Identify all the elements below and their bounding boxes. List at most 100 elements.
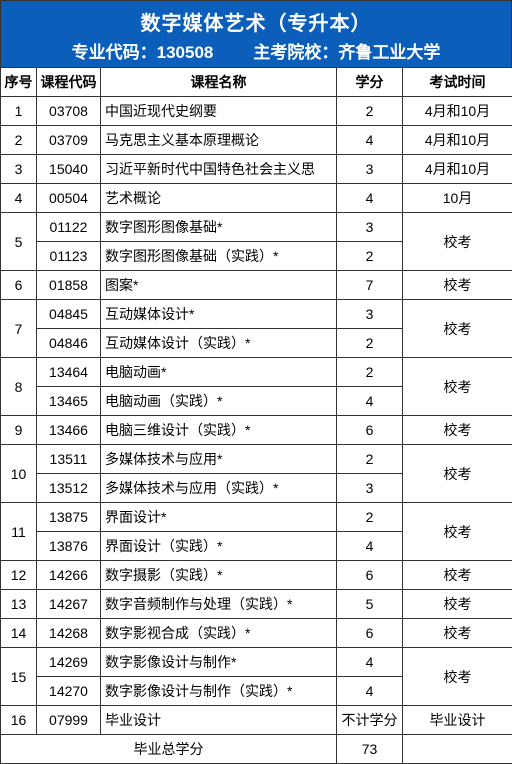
host-school: 主考院校：齐鲁工业大学 bbox=[253, 38, 440, 63]
cell-time: 校考 bbox=[403, 213, 512, 271]
major-code: 专业代码：130508 bbox=[72, 38, 214, 63]
col-time: 考试时间 bbox=[403, 68, 512, 97]
table-row: 1607999毕业设计不计学分毕业设计 bbox=[1, 706, 512, 735]
cell-name: 数字摄影（实践）* bbox=[101, 561, 337, 590]
cell-credit: 不计学分 bbox=[337, 706, 403, 735]
cell-seq: 4 bbox=[1, 184, 37, 213]
course-table: 序号 课程代码 课程名称 学分 考试时间 103708中国近现代史纲要24月和1… bbox=[0, 67, 512, 764]
cell-name: 图案* bbox=[101, 271, 337, 300]
col-credit: 学分 bbox=[337, 68, 403, 97]
cell-name: 数字图形图像基础（实践）* bbox=[101, 242, 337, 271]
cell-time: 4月和10月 bbox=[403, 155, 512, 184]
cell-time: 10月 bbox=[403, 184, 512, 213]
cell-code: 13875 bbox=[37, 503, 101, 532]
cell-name: 互动媒体设计* bbox=[101, 300, 337, 329]
col-seq: 序号 bbox=[1, 68, 37, 97]
cell-time: 校考 bbox=[403, 445, 512, 503]
cell-code: 03708 bbox=[37, 97, 101, 126]
cell-seq: 2 bbox=[1, 126, 37, 155]
cell-seq: 14 bbox=[1, 619, 37, 648]
cell-code: 01122 bbox=[37, 213, 101, 242]
cell-time: 校考 bbox=[403, 619, 512, 648]
cell-credit: 4 bbox=[337, 184, 403, 213]
cell-name: 数字影视合成（实践）* bbox=[101, 619, 337, 648]
table-row: 103708中国近现代史纲要24月和10月 bbox=[1, 97, 512, 126]
cell-name: 毕业设计 bbox=[101, 706, 337, 735]
table-row: 315040习近平新时代中国特色社会主义思34月和10月 bbox=[1, 155, 512, 184]
cell-name: 互动媒体设计（实践）* bbox=[101, 329, 337, 358]
cell-time: 校考 bbox=[403, 503, 512, 561]
cell-credit: 6 bbox=[337, 561, 403, 590]
cell-credit: 7 bbox=[337, 271, 403, 300]
table-row: 400504艺术概论410月 bbox=[1, 184, 512, 213]
cell-credit: 2 bbox=[337, 503, 403, 532]
cell-code: 14269 bbox=[37, 648, 101, 677]
table-row: 704845互动媒体设计*3校考 bbox=[1, 300, 512, 329]
cell-code: 01123 bbox=[37, 242, 101, 271]
cell-time: 4月和10月 bbox=[403, 97, 512, 126]
cell-credit: 4 bbox=[337, 387, 403, 416]
table-body: 103708中国近现代史纲要24月和10月203709马克思主义基本原理概论44… bbox=[1, 97, 512, 735]
table-header: 数字媒体艺术（专升本） 专业代码：130508 主考院校：齐鲁工业大学 bbox=[0, 0, 512, 67]
table-row: 813464电脑动画*2校考 bbox=[1, 358, 512, 387]
cell-name: 多媒体技术与应用* bbox=[101, 445, 337, 474]
cell-time: 校考 bbox=[403, 358, 512, 416]
cell-name: 数字图形图像基础* bbox=[101, 213, 337, 242]
cell-credit: 3 bbox=[337, 213, 403, 242]
cell-code: 14270 bbox=[37, 677, 101, 706]
cell-name: 界面设计（实践）* bbox=[101, 532, 337, 561]
cell-seq: 16 bbox=[1, 706, 37, 735]
cell-code: 00504 bbox=[37, 184, 101, 213]
cell-time: 校考 bbox=[403, 300, 512, 358]
cell-code: 15040 bbox=[37, 155, 101, 184]
cell-code: 13876 bbox=[37, 532, 101, 561]
cell-time: 校考 bbox=[403, 590, 512, 619]
col-name: 课程名称 bbox=[101, 68, 337, 97]
cell-seq: 5 bbox=[1, 213, 37, 271]
cell-credit: 3 bbox=[337, 474, 403, 503]
cell-name: 习近平新时代中国特色社会主义思 bbox=[101, 155, 337, 184]
cell-credit: 4 bbox=[337, 126, 403, 155]
cell-code: 13511 bbox=[37, 445, 101, 474]
cell-code: 13465 bbox=[37, 387, 101, 416]
table-row: 1113875界面设计*2校考 bbox=[1, 503, 512, 532]
program-subheader: 专业代码：130508 主考院校：齐鲁工业大学 bbox=[1, 38, 511, 63]
table-row: 1314267数字音频制作与处理（实践）*5校考 bbox=[1, 590, 512, 619]
cell-seq: 3 bbox=[1, 155, 37, 184]
cell-code: 14266 bbox=[37, 561, 101, 590]
cell-credit: 4 bbox=[337, 677, 403, 706]
cell-code: 01858 bbox=[37, 271, 101, 300]
cell-time: 校考 bbox=[403, 561, 512, 590]
cell-seq: 7 bbox=[1, 300, 37, 358]
total-row: 毕业总学分 73 bbox=[1, 735, 512, 764]
cell-name: 电脑动画* bbox=[101, 358, 337, 387]
cell-credit: 4 bbox=[337, 648, 403, 677]
cell-seq: 1 bbox=[1, 97, 37, 126]
cell-seq: 8 bbox=[1, 358, 37, 416]
cell-credit: 5 bbox=[337, 590, 403, 619]
cell-credit: 6 bbox=[337, 416, 403, 445]
cell-credit: 3 bbox=[337, 300, 403, 329]
program-title: 数字媒体艺术（专升本） bbox=[1, 7, 511, 36]
table-row: 1214266数字摄影（实践）*6校考 bbox=[1, 561, 512, 590]
cell-credit: 4 bbox=[337, 532, 403, 561]
cell-time: 毕业设计 bbox=[403, 706, 512, 735]
table-row: 913466电脑三维设计（实践）*6校考 bbox=[1, 416, 512, 445]
cell-time: 4月和10月 bbox=[403, 126, 512, 155]
total-label: 毕业总学分 bbox=[1, 735, 337, 764]
table-row: 1514269数字影像设计与制作*4校考 bbox=[1, 648, 512, 677]
cell-code: 04846 bbox=[37, 329, 101, 358]
cell-name: 电脑动画（实践）* bbox=[101, 387, 337, 416]
cell-time: 校考 bbox=[403, 648, 512, 706]
cell-credit: 2 bbox=[337, 445, 403, 474]
table-row: 1013511多媒体技术与应用*2校考 bbox=[1, 445, 512, 474]
cell-credit: 2 bbox=[337, 242, 403, 271]
cell-code: 07999 bbox=[37, 706, 101, 735]
cell-code: 13512 bbox=[37, 474, 101, 503]
cell-seq: 6 bbox=[1, 271, 37, 300]
col-code: 课程代码 bbox=[37, 68, 101, 97]
cell-name: 数字音频制作与处理（实践）* bbox=[101, 590, 337, 619]
cell-name: 中国近现代史纲要 bbox=[101, 97, 337, 126]
cell-name: 数字影像设计与制作（实践）* bbox=[101, 677, 337, 706]
cell-credit: 2 bbox=[337, 329, 403, 358]
